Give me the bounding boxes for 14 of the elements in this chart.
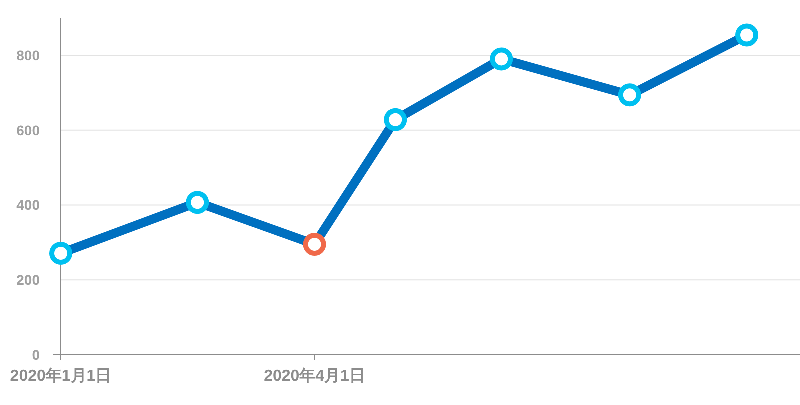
point bbox=[186, 191, 210, 214]
point bbox=[303, 233, 326, 256]
point bbox=[490, 48, 514, 71]
point bbox=[736, 24, 759, 47]
y-tick-label: 800 bbox=[16, 47, 40, 64]
y-tick-label: 400 bbox=[16, 197, 40, 214]
x-tick-label: 2020年4月1日 bbox=[264, 367, 366, 385]
x-tick-label: 2020年1月1日 bbox=[10, 367, 112, 385]
point bbox=[384, 108, 408, 132]
y-tick-label: 200 bbox=[16, 272, 40, 288]
point bbox=[50, 242, 72, 266]
y-tick-label: 0 bbox=[32, 347, 40, 363]
y-tick-label: 600 bbox=[16, 122, 40, 138]
point bbox=[618, 84, 642, 107]
